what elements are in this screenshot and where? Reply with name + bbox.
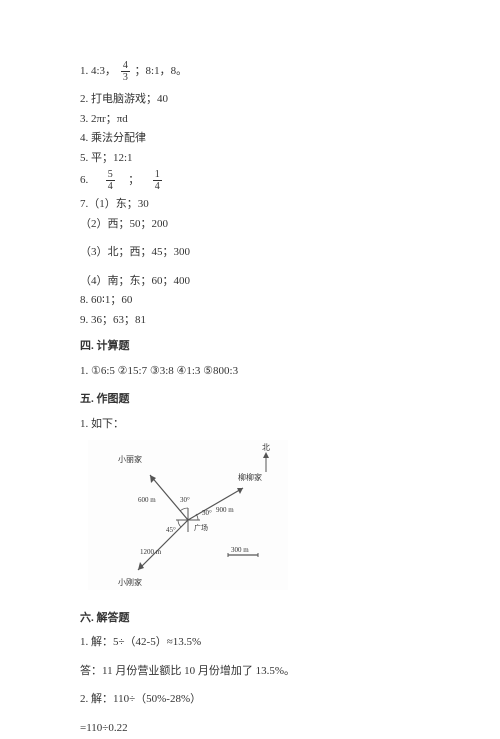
text: 6. <box>80 174 88 186</box>
answer-line-2: 2. 打电脑游戏；40 <box>80 91 440 108</box>
answer-line-3: 3. 2πr；πd <box>80 111 440 128</box>
text: ；8:1，8。 <box>135 65 188 77</box>
numerator: 1 <box>153 169 162 181</box>
section-6-line-3: 2. 解：110÷（50%-28%） <box>80 691 440 708</box>
dist-label-3: 1200 m <box>140 548 162 556</box>
answer-line-10: （4）南；东；60；400 <box>80 273 440 290</box>
dist-label-2: 900 m <box>216 506 234 514</box>
denominator: 4 <box>153 181 162 192</box>
denominator: 3 <box>121 72 130 83</box>
angle-label-3: 45° <box>166 526 176 534</box>
section-4-line-1: 1. ①6:5 ②15:7 ③3:8 ④1:3 ⑤800:3 <box>80 363 440 380</box>
answer-line-7: 7.（1）东；30 <box>80 196 440 213</box>
answer-line-1: 1. 4:3， 4 3 ；8:1，8。 <box>80 60 440 83</box>
compass-north: 北 <box>262 443 270 452</box>
numerator: 5 <box>106 169 115 181</box>
numerator: 4 <box>121 60 130 72</box>
text: ； <box>128 174 139 186</box>
answer-line-12: 9. 36；63；81 <box>80 312 440 329</box>
scale-label: 300 m <box>231 546 249 554</box>
answer-line-4: 4. 乘法分配律 <box>80 130 440 147</box>
section-6-line-1: 1. 解：5÷（42-5）≈13.5% <box>80 634 440 651</box>
section-5-title: 五. 作图题 <box>80 391 440 408</box>
diagram-container: 30° 30° 45° 900 m 600 m 1200 m 广场 北 300 … <box>88 440 440 596</box>
answer-line-9: （3）北；西；45；300 <box>80 244 440 261</box>
section-4-title: 四. 计算题 <box>80 338 440 355</box>
answer-line-6: 6. 5 4 ； 1 4 <box>80 169 440 192</box>
section-5-line-1: 1. 如下： <box>80 416 440 433</box>
bottom-label: 小刚家 <box>118 577 142 587</box>
top-left-label: 小丽家 <box>118 454 142 464</box>
dist-label-1: 600 m <box>138 496 156 504</box>
direction-diagram: 30° 30° 45° 900 m 600 m 1200 m 广场 北 300 … <box>88 440 288 590</box>
answer-line-5: 5. 平；12:1 <box>80 150 440 167</box>
angle-label-2: 30° <box>180 496 190 504</box>
fraction-4-3: 4 3 <box>121 60 130 83</box>
right-label: 柳柳家 <box>238 472 262 482</box>
denominator: 4 <box>106 181 115 192</box>
answer-line-11: 8. 60∶1；60 <box>80 292 440 309</box>
answer-line-8: （2）西；50；200 <box>80 216 440 233</box>
angle-label-1: 30° <box>202 509 212 517</box>
center-label: 广场 <box>194 523 208 532</box>
section-6-line-4: =110÷0.22 <box>80 720 440 737</box>
fraction-5-4: 5 4 <box>106 169 115 192</box>
page-content: 1. 4:3， 4 3 ；8:1，8。 2. 打电脑游戏；40 3. 2πr；π… <box>80 60 440 739</box>
text: 1. 4:3， <box>80 65 116 77</box>
section-6-line-2: 答：11 月份营业额比 10 月份增加了 13.5%。 <box>80 663 440 680</box>
section-6-title: 六. 解答题 <box>80 610 440 627</box>
fraction-1-4: 1 4 <box>153 169 162 192</box>
